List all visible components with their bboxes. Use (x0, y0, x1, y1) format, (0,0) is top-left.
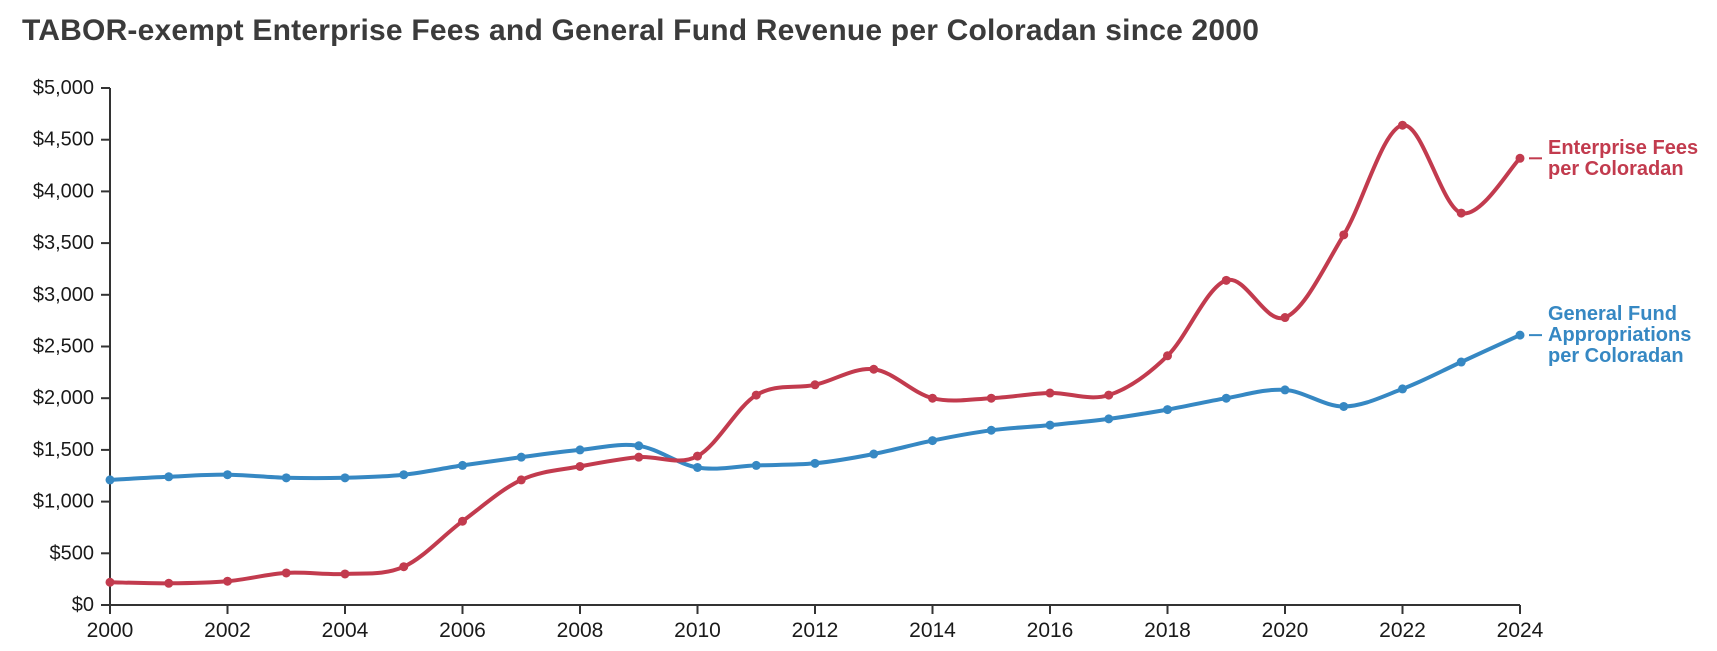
data-point-enterprise-fees-per-coloradan (1280, 313, 1290, 323)
data-point-general-fund-appropriations-per-coloradan (516, 452, 526, 462)
data-point-general-fund-appropriations-per-coloradan (105, 475, 115, 485)
data-point-enterprise-fees-per-coloradan (1398, 120, 1407, 130)
x-axis-tick-label: 2022 (1379, 619, 1426, 642)
data-point-general-fund-appropriations-per-coloradan (1515, 330, 1525, 340)
data-point-enterprise-fees-per-coloradan (399, 562, 409, 572)
data-point-enterprise-fees-per-coloradan (1339, 230, 1349, 240)
data-point-enterprise-fees-per-coloradan (928, 393, 937, 403)
x-axis-tick-label: 2014 (909, 619, 956, 642)
axis-lines (109, 88, 1520, 606)
y-axis-tick-label: $5,000 (33, 77, 94, 99)
data-point-enterprise-fees-per-coloradan (1515, 153, 1525, 163)
data-point-general-fund-appropriations-per-coloradan (223, 470, 232, 480)
data-point-enterprise-fees-per-coloradan (340, 569, 350, 579)
y-axis-tick-label: $500 (50, 542, 95, 564)
y-axis-tick-label: $2,000 (33, 387, 94, 409)
data-point-general-fund-appropriations-per-coloradan (869, 449, 879, 459)
data-point-enterprise-fees-per-coloradan (810, 380, 820, 390)
y-axis-tick-label: $2,500 (33, 336, 94, 358)
data-point-enterprise-fees-per-coloradan (751, 390, 761, 400)
data-point-general-fund-appropriations-per-coloradan (399, 470, 409, 480)
series-end-label-general-fund-appropriations-per-coloradan: per Coloradan (1548, 345, 1684, 367)
x-axis-tick-label: 2020 (1262, 619, 1309, 642)
series-end-label-general-fund-appropriations-per-coloradan: Appropriations (1548, 324, 1691, 346)
data-point-enterprise-fees-per-coloradan (281, 568, 291, 578)
data-point-enterprise-fees-per-coloradan (1456, 208, 1466, 218)
series-end-label-enterprise-fees-per-coloradan: per Coloradan (1548, 158, 1684, 180)
data-point-general-fund-appropriations-per-coloradan (1280, 385, 1290, 395)
data-point-general-fund-appropriations-per-coloradan (751, 460, 761, 470)
data-point-enterprise-fees-per-coloradan (869, 364, 879, 374)
x-axis-tick-label: 2008 (557, 619, 604, 642)
data-point-enterprise-fees-per-coloradan (1045, 388, 1055, 398)
data-point-enterprise-fees-per-coloradan (164, 578, 174, 588)
data-point-general-fund-appropriations-per-coloradan (986, 425, 996, 435)
data-point-general-fund-appropriations-per-coloradan (928, 436, 937, 446)
y-axis-tick-label: $4,000 (33, 180, 94, 202)
chart-title: TABOR-exempt Enterprise Fees and General… (22, 14, 1260, 47)
data-point-enterprise-fees-per-coloradan (575, 461, 585, 471)
x-axis-tick-label: 2012 (792, 619, 839, 642)
data-point-general-fund-appropriations-per-coloradan (1221, 393, 1231, 403)
data-point-general-fund-appropriations-per-coloradan (810, 458, 820, 468)
y-axis-tick-label: $3,500 (33, 232, 94, 254)
x-axis-tick-label: 2010 (674, 619, 721, 642)
series-end-label-general-fund-appropriations-per-coloradan: General Fund (1548, 303, 1677, 325)
data-point-general-fund-appropriations-per-coloradan (164, 472, 174, 482)
data-point-general-fund-appropriations-per-coloradan (340, 473, 350, 483)
data-point-general-fund-appropriations-per-coloradan (1339, 401, 1349, 411)
data-point-enterprise-fees-per-coloradan (986, 393, 996, 403)
x-axis-tick-label: 2000 (87, 619, 134, 642)
x-axis-tick-label: 2018 (1144, 619, 1191, 642)
data-point-general-fund-appropriations-per-coloradan (1398, 384, 1407, 394)
series-line-enterprise-fees-per-coloradan (108, 123, 1522, 586)
x-axis-tick-label: 2024 (1497, 619, 1544, 642)
line-chart: $0 $500 $1,000 $1,500 $2,000 $2,500 $3,000 $3,5… (33, 77, 1698, 642)
y-axis-tick-label: $0 (72, 594, 94, 616)
data-point-general-fund-appropriations-per-coloradan (693, 462, 702, 472)
x-axis-tick-label: 2004 (322, 619, 369, 642)
data-point-general-fund-appropriations-per-coloradan (1104, 414, 1114, 424)
data-point-general-fund-appropriations-per-coloradan (458, 460, 467, 470)
data-point-enterprise-fees-per-coloradan (223, 576, 232, 586)
data-point-enterprise-fees-per-coloradan (693, 451, 702, 461)
series-end-label-enterprise-fees-per-coloradan: Enterprise Fees (1548, 137, 1698, 159)
series-line-general-fund-appropriations-per-coloradan (108, 333, 1522, 482)
data-point-general-fund-appropriations-per-coloradan (634, 441, 644, 451)
data-point-enterprise-fees-per-coloradan (105, 577, 115, 587)
y-axis-tick-label: $3,000 (33, 284, 94, 306)
data-point-general-fund-appropriations-per-coloradan (1045, 420, 1055, 430)
y-axis-tick-label: $4,500 (33, 129, 94, 151)
data-point-general-fund-appropriations-per-coloradan (1456, 357, 1466, 367)
y-axis-tick-label: $1,500 (33, 439, 94, 461)
y-axis-tick-label: $1,000 (33, 491, 94, 513)
data-point-enterprise-fees-per-coloradan (458, 516, 467, 526)
data-point-general-fund-appropriations-per-coloradan (1163, 405, 1172, 415)
data-point-general-fund-appropriations-per-coloradan (281, 473, 291, 483)
data-point-enterprise-fees-per-coloradan (634, 452, 644, 462)
data-point-general-fund-appropriations-per-coloradan (575, 445, 585, 455)
data-point-enterprise-fees-per-coloradan (1221, 275, 1231, 285)
data-point-enterprise-fees-per-coloradan (516, 475, 526, 485)
x-axis-tick-label: 2002 (204, 619, 251, 642)
x-axis-tick-label: 2016 (1027, 619, 1074, 642)
data-point-enterprise-fees-per-coloradan (1163, 351, 1172, 361)
x-axis-tick-label: 2006 (439, 619, 486, 642)
data-point-enterprise-fees-per-coloradan (1104, 390, 1114, 400)
